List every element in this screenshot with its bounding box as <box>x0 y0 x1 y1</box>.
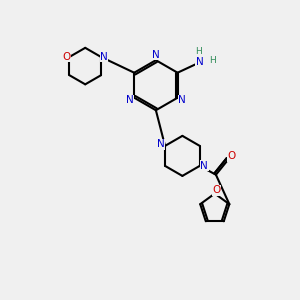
Text: H: H <box>195 47 202 56</box>
Text: O: O <box>62 52 70 62</box>
Text: N: N <box>157 140 164 149</box>
Text: N: N <box>178 95 186 105</box>
Text: H: H <box>208 56 215 65</box>
Text: N: N <box>100 52 108 62</box>
Text: N: N <box>196 57 203 68</box>
Text: N: N <box>152 50 160 60</box>
Text: N: N <box>126 95 134 105</box>
Text: O: O <box>228 152 236 161</box>
Text: N: N <box>200 161 208 171</box>
Text: O: O <box>212 185 220 195</box>
